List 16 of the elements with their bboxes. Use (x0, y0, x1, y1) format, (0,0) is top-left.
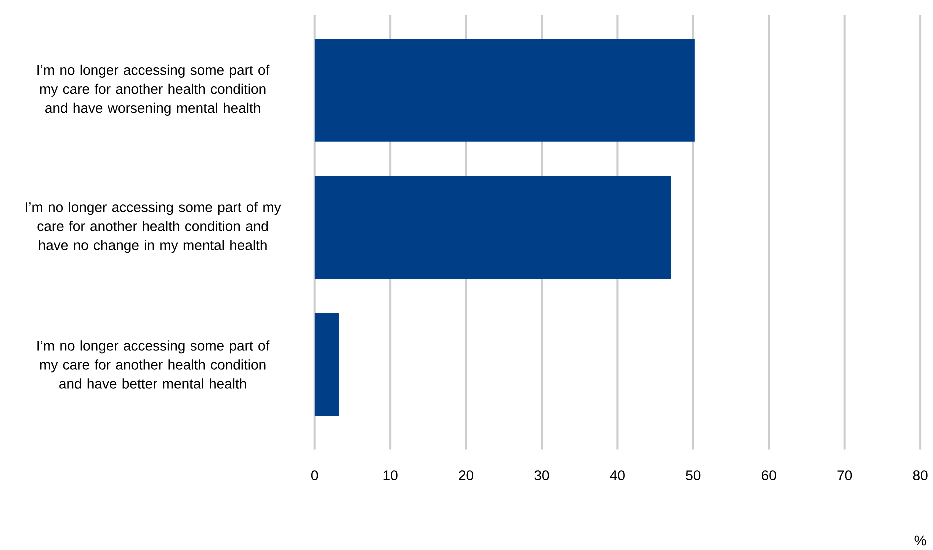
x-tick-label: 30 (534, 470, 550, 480)
bar (314, 176, 672, 279)
x-tick-label: 40 (610, 470, 625, 480)
x-tick-label: 10 (384, 470, 398, 480)
y-tick-label: I’m no longer accessing some part of my care for another health condition and have worsening mental health (38, 64, 270, 116)
x-axis-title: % (914, 536, 926, 546)
x-tick-label: 70 (838, 470, 852, 480)
bar (314, 38, 695, 142)
x-tick-label: 80 (913, 470, 928, 480)
x-tick-label: 60 (762, 470, 776, 480)
bar (314, 313, 340, 416)
x-tick-label: 20 (459, 470, 474, 480)
y-tick-label: I’m no longer accessing some part of my care for another health condition and have better mental health (38, 340, 270, 389)
x-tick-label: 0 (312, 470, 318, 480)
y-tick-label: I’m no longer accessing some part of my care for another health condition and have no change in my mental health (26, 202, 282, 253)
x-tick-label: 50 (686, 470, 701, 480)
